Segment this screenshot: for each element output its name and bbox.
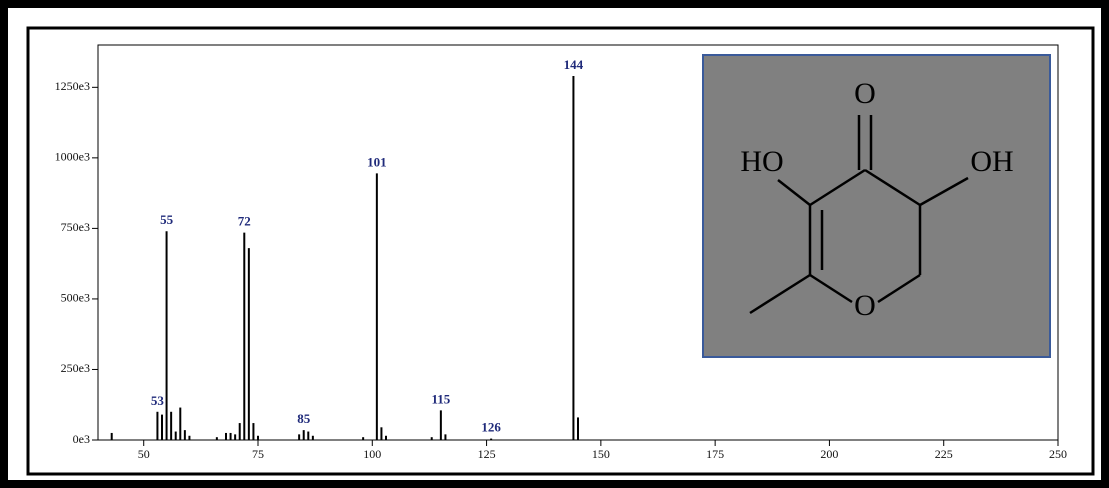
x-tick-label: 250 [1049,447,1067,461]
peak-label: 115 [431,391,450,406]
x-tick-label: 50 [138,447,150,461]
peak-label: 85 [297,411,311,426]
y-tick-label: 1000e3 [55,150,90,164]
x-tick-label: 125 [478,447,496,461]
peak-label: 126 [481,420,501,435]
peak-label: 144 [564,57,584,72]
atom-label: O [854,77,876,110]
atom-label: O [854,289,876,322]
peak-label: 55 [160,212,174,227]
inset-background [702,54,1051,358]
atom-label: OH [970,145,1013,178]
peak-label: 72 [238,214,251,229]
frame [26,26,1095,476]
peak-label: 101 [367,154,387,169]
x-tick-label: 175 [706,447,724,461]
x-tick-label: 150 [592,447,610,461]
x-tick-label: 100 [363,447,381,461]
y-tick-label: 750e3 [61,220,90,234]
x-tick-label: 75 [252,447,264,461]
y-tick-label: 500e3 [61,291,90,305]
x-tick-label: 225 [935,447,953,461]
y-tick-label: 0e3 [73,432,90,446]
y-tick-label: 1250e3 [55,79,90,93]
x-tick-label: 200 [820,447,838,461]
peak-label: 53 [151,393,165,408]
bonds [749,115,969,315]
structure-inset: O HO OH O [702,54,1051,358]
y-tick-label: 250e3 [61,361,90,375]
atom-label: HO [740,145,783,178]
